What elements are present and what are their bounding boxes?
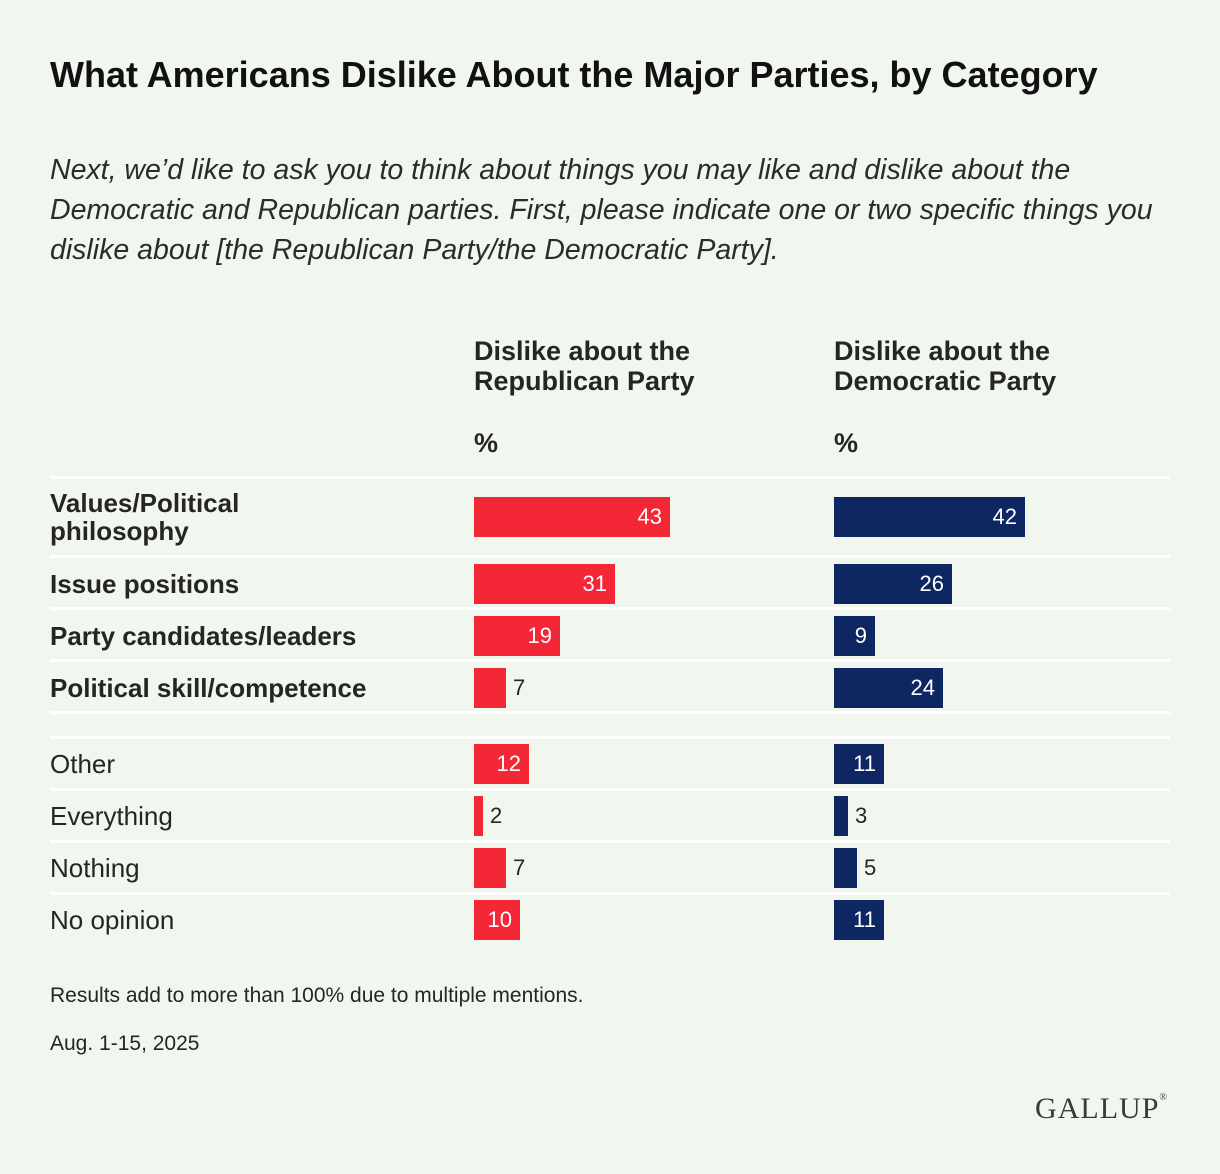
category-label: No opinion: [50, 905, 175, 935]
chart-subtitle: Next, we’d like to ask you to think abou…: [50, 154, 1153, 266]
row-separator: [50, 788, 1170, 791]
row-separator: [50, 476, 1170, 479]
democratic-value-label: 9: [854, 623, 867, 648]
republican-bar: [474, 796, 483, 836]
democratic-bar: [834, 497, 1025, 537]
chart-title: What Americans Dislike About the Major P…: [50, 54, 1098, 95]
republican-bar: [474, 616, 560, 656]
republican-value-label: 10: [487, 907, 512, 932]
republican-bar: [474, 900, 520, 940]
category-label: Nothing: [50, 853, 140, 883]
row-separator: [50, 711, 1170, 714]
republican-value-label: 7: [513, 675, 526, 700]
category-label: Everything: [50, 801, 173, 831]
row-separator: [50, 607, 1170, 610]
democratic-bar: [834, 564, 952, 604]
democratic-value-label: 42: [992, 504, 1017, 529]
category-label: Other: [50, 749, 116, 779]
footnote: Results add to more than 100% due to mul…: [50, 984, 584, 1007]
row-separator: [50, 736, 1170, 739]
republican-value-label: 19: [527, 623, 552, 648]
category-label: Issue positions: [50, 569, 240, 599]
democratic-bar: [834, 744, 884, 784]
republican-bar: [474, 564, 615, 604]
category-label: Values/Political philosophy: [50, 488, 240, 546]
republican-column-header: Dislike about the Republican Party: [474, 336, 695, 396]
row-separator: [50, 840, 1170, 843]
category-label: Political skill/competence: [50, 673, 367, 703]
democratic-value-label: 26: [919, 571, 944, 596]
republican-bar: [474, 668, 506, 708]
row-separator: [50, 555, 1170, 558]
row-separator: [50, 892, 1170, 895]
republican-value-label: 43: [637, 504, 662, 529]
democratic-value-label: 24: [910, 675, 935, 700]
democratic-bar: [834, 668, 943, 708]
republican-value-label: 2: [490, 803, 503, 828]
democratic-unit-label: %: [834, 428, 859, 458]
survey-date: Aug. 1-15, 2025: [50, 1032, 200, 1055]
republican-value-label: 7: [513, 855, 526, 880]
category-label: Party candidates/leaders: [50, 621, 357, 651]
democratic-bar: [834, 616, 875, 656]
democratic-bar: [834, 848, 857, 888]
republican-bar: [474, 848, 506, 888]
republican-bar: [474, 744, 529, 784]
republican-bar: [474, 497, 670, 537]
democratic-bar: [834, 796, 848, 836]
gallup-logo: GALLUP®: [1035, 1092, 1168, 1125]
row-separator: [50, 659, 1170, 662]
democratic-value-label: 11: [853, 907, 876, 932]
democratic-value-label: 11: [853, 751, 876, 776]
republican-value-label: 12: [496, 751, 521, 776]
democratic-value-label: 3: [855, 803, 868, 828]
republican-value-label: 31: [582, 571, 607, 596]
democratic-bar: [834, 900, 884, 940]
democratic-column-header: Dislike about the Democratic Party: [834, 336, 1057, 396]
republican-unit-label: %: [474, 428, 499, 458]
democratic-value-label: 5: [864, 855, 877, 880]
